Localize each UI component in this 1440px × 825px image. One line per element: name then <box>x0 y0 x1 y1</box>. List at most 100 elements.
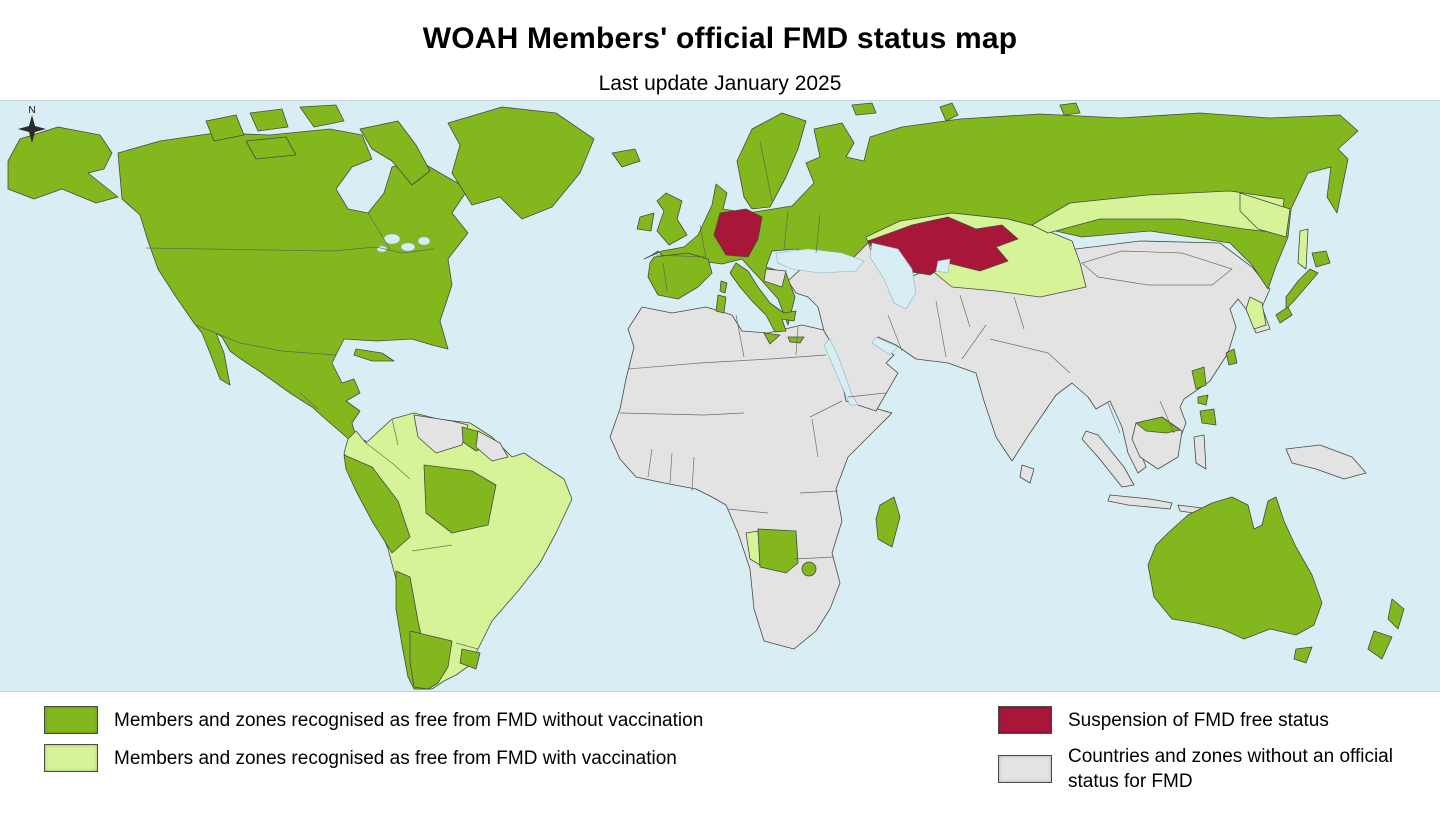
border-line <box>1107 402 1121 434</box>
europe-russia <box>611 102 1359 345</box>
border-line <box>662 262 668 292</box>
world-map: N <box>0 100 1440 692</box>
border-line <box>989 338 1071 374</box>
region-botswana-zone <box>757 528 799 574</box>
region-svalbard <box>851 102 877 116</box>
legend-item-free-with-vaccination: Members and zones recognised as free fro… <box>44 744 703 772</box>
region-nz-south-island <box>1367 630 1393 660</box>
caspian-sea <box>869 242 917 310</box>
border-line <box>809 400 843 418</box>
legend: Members and zones recognised as free fro… <box>0 706 1440 816</box>
region-africa <box>609 306 893 650</box>
region-western-balkans <box>763 268 787 288</box>
border-line <box>799 490 839 494</box>
region-sumatra <box>1081 430 1135 488</box>
border-line <box>811 418 819 458</box>
border-line <box>1081 250 1233 286</box>
region-north-america-mainland <box>117 128 469 450</box>
legend-left-column: Members and zones recognised as free fro… <box>44 706 703 782</box>
region-arctic-island <box>205 114 245 142</box>
border-line <box>195 324 337 356</box>
region-severnaya-zemlya <box>1059 102 1081 116</box>
legend-swatch-no-status <box>998 755 1052 783</box>
region-uk <box>656 192 688 246</box>
border-line <box>847 392 887 398</box>
persian-gulf <box>871 336 899 356</box>
border-line <box>735 314 745 358</box>
region-australia <box>1147 496 1323 640</box>
border-line <box>699 224 707 260</box>
region-greenland <box>447 106 595 220</box>
africa-zones <box>745 496 901 577</box>
border-line <box>691 456 695 492</box>
legend-item-suspended: Suspension of FMD free status <box>998 706 1418 734</box>
legend-swatch-free-with-vaccination <box>44 744 98 772</box>
region-patagonia <box>409 630 453 690</box>
region-guianas-east <box>475 430 509 462</box>
border-line <box>727 508 769 514</box>
legend-label-no-status: Countries and zones without an official … <box>1068 746 1393 792</box>
region-ireland <box>636 212 655 232</box>
border-line <box>391 418 399 446</box>
aral-sea <box>935 258 951 274</box>
region-taiwan <box>1225 348 1238 366</box>
border-line <box>1013 296 1025 330</box>
border-line <box>795 326 799 356</box>
region-alaska <box>7 126 119 204</box>
red-sea <box>823 338 859 406</box>
region-hokkaido <box>1311 250 1331 268</box>
legend-label-free-without-vaccination: Members and zones recognised as free fro… <box>114 709 704 731</box>
border-line <box>935 300 947 358</box>
asia-zones <box>865 190 1309 330</box>
border-line <box>815 214 821 254</box>
region-italy <box>729 262 797 333</box>
region-cuba <box>353 348 395 362</box>
region-corsica <box>719 280 728 294</box>
region-java <box>1107 494 1173 510</box>
region-nz-north-island <box>1387 598 1405 630</box>
legend-swatch-suspended <box>998 706 1052 734</box>
page-title: WOAH Members' official FMD status map <box>422 22 1018 55</box>
region-baffin-island <box>359 120 431 186</box>
region-sicily <box>763 332 781 345</box>
border-line <box>627 354 827 370</box>
legend-label-suspended: Suspension of FMD free status <box>1068 709 1329 731</box>
border-line <box>793 556 835 560</box>
region-victoria-island <box>245 136 297 160</box>
region-novaya-zemlya <box>939 102 959 122</box>
asia-pacific <box>1135 250 1405 664</box>
region-sardinia <box>715 294 727 314</box>
border-line <box>961 324 987 360</box>
border-line <box>759 140 773 202</box>
region-iceland <box>611 148 641 168</box>
region-brazil-central-zone <box>423 464 497 534</box>
region-iberia <box>647 252 713 300</box>
border-line <box>367 212 391 250</box>
region-sri-lanka <box>1019 464 1035 484</box>
border-line <box>655 254 705 258</box>
legend-label-free-with-vaccination: Members and zones recognised as free fro… <box>114 747 677 769</box>
region-mindanao <box>1199 408 1217 426</box>
black-sea <box>775 248 865 274</box>
border-line <box>145 246 435 254</box>
country-borders <box>145 140 1233 650</box>
region-peru-andes <box>343 454 411 554</box>
region-sakhalin <box>1297 228 1309 270</box>
legend-right-column: Suspension of FMD free status Countries … <box>998 706 1418 804</box>
legend-swatch-free-without-vaccination <box>44 706 98 734</box>
border-line <box>455 642 479 650</box>
region-europe-russia-mainland <box>643 112 1359 326</box>
compass-north-label: N <box>28 105 35 116</box>
region-tasmania <box>1293 646 1313 664</box>
region-south-africa-zone <box>801 561 817 577</box>
compass: N <box>18 105 46 143</box>
region-korea <box>1245 296 1267 330</box>
inland-waters <box>376 233 951 406</box>
region-scandinavia <box>736 112 807 210</box>
region-germany <box>713 208 763 258</box>
compass-star-icon <box>18 115 46 143</box>
region-arctic-island <box>299 104 345 128</box>
americas <box>7 104 595 690</box>
region-kyushu <box>1275 306 1293 324</box>
border-line <box>299 392 319 410</box>
